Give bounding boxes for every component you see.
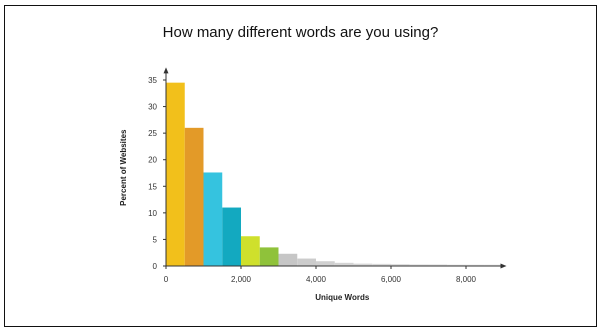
y-tick-label: 10 — [148, 209, 157, 218]
histogram-bar — [166, 82, 185, 266]
histogram-bar — [353, 263, 373, 266]
y-ticks-group: 0 5 10 15 20 25 30 35 — [148, 76, 166, 271]
y-tick-label: 20 — [148, 156, 157, 165]
chart-title: How many different words are you using? — [162, 24, 439, 41]
y-tick-label: 30 — [148, 103, 157, 112]
x-tick-label: 4,000 — [306, 275, 327, 284]
axes-group — [163, 67, 507, 269]
histogram-bar — [391, 264, 410, 266]
x-tick-label: 8,000 — [456, 275, 477, 284]
x-tick-label: 2,000 — [231, 275, 252, 284]
y-axis-arrowhead — [163, 67, 169, 74]
histogram-bar — [484, 264, 504, 266]
histogram-bar — [259, 247, 279, 266]
y-tick-label: 35 — [148, 76, 157, 85]
y-axis-title: Percent of Websites — [119, 129, 128, 206]
y-tick-label: 0 — [153, 262, 158, 271]
histogram-bar — [334, 262, 354, 266]
histogram-bar — [222, 207, 241, 266]
slide-frame: How many different words are you using? — [4, 5, 597, 327]
y-tick-label: 5 — [153, 235, 158, 244]
x-tick-label: 6,000 — [381, 275, 402, 284]
histogram-bar — [241, 236, 260, 266]
histogram-bar — [428, 264, 448, 266]
histogram-bar — [409, 264, 429, 266]
histogram-bar — [203, 172, 223, 266]
bars-group — [166, 82, 504, 266]
x-axis-arrowhead — [500, 263, 507, 269]
histogram-bar — [447, 264, 466, 266]
histogram-bar — [316, 261, 335, 266]
x-tick-label: 0 — [164, 275, 169, 284]
histogram-bar — [466, 264, 485, 266]
histogram-bar — [184, 127, 204, 266]
histogram-bar — [297, 258, 316, 266]
y-tick-label: 25 — [148, 129, 157, 138]
histogram-bar — [372, 263, 391, 266]
y-tick-label: 15 — [148, 182, 157, 191]
x-ticks-group: 0 2,000 4,000 6,000 8,000 — [164, 266, 477, 284]
x-axis-title: Unique Words — [315, 293, 370, 302]
histogram-bar — [278, 253, 298, 266]
